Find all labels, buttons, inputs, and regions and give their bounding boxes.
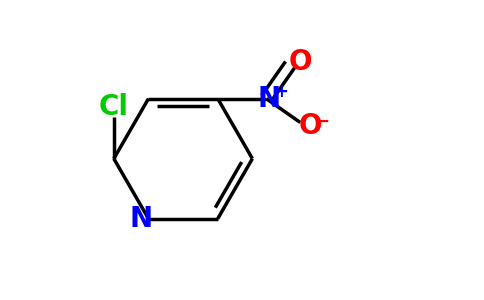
Text: O: O bbox=[289, 48, 312, 76]
Text: +: + bbox=[274, 83, 287, 101]
Text: N: N bbox=[257, 85, 281, 113]
Text: N: N bbox=[130, 205, 153, 233]
Text: Cl: Cl bbox=[99, 93, 129, 122]
Text: O: O bbox=[298, 112, 322, 140]
Text: −: − bbox=[314, 112, 330, 131]
